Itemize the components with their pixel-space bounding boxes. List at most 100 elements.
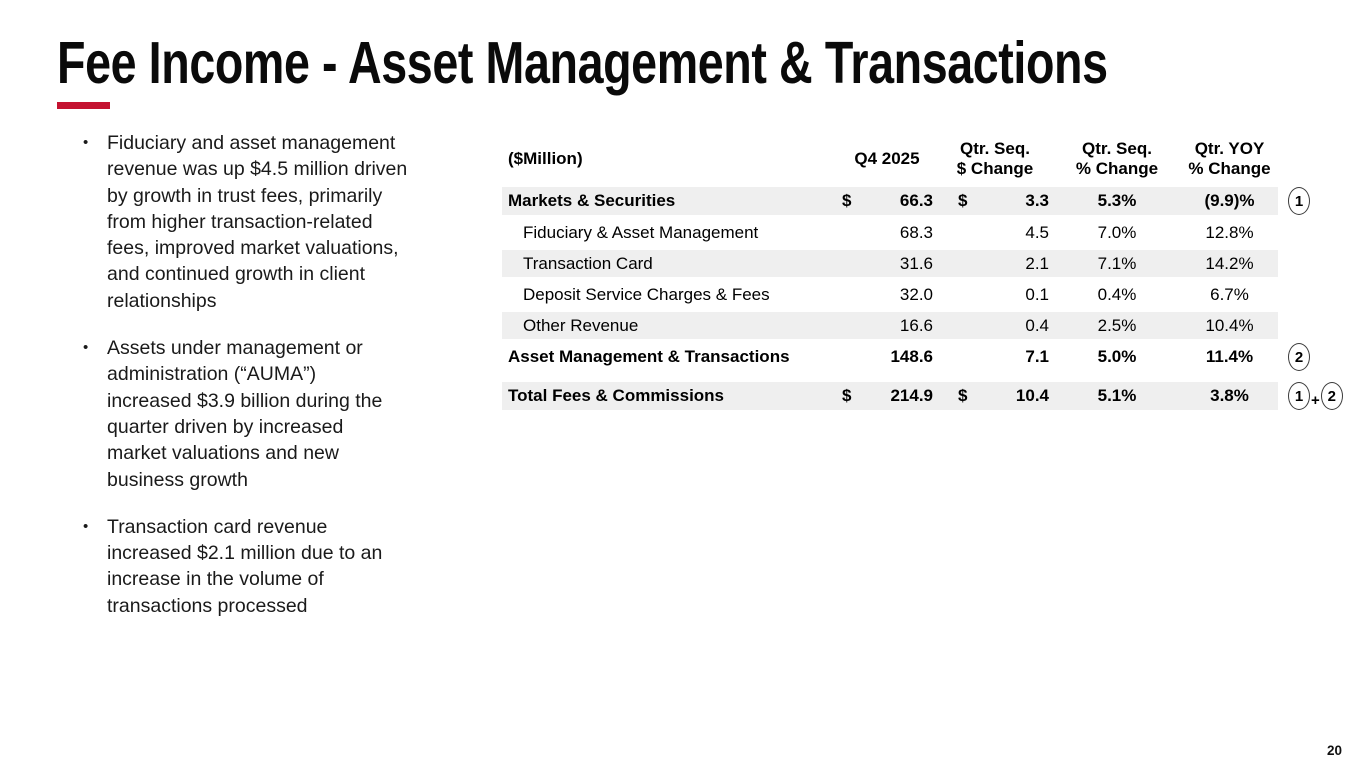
value-q4-2025: 214.9 [863,373,937,412]
value-yoy-pct-change: 12.8% [1181,217,1278,248]
dollar-sign-seq: $ [937,373,971,412]
bullet-line: increase in the volume of [107,568,324,591]
circled-number: 1 [1288,187,1310,215]
value-seq-dollar-change: 4.5 [971,217,1053,248]
bullet-line: increased $3.9 billion during the [107,389,383,412]
note-annotation: 1 [1278,185,1350,217]
value-q4-2025: 68.3 [863,217,937,248]
bullet-line: fees, improved market valuations, [107,237,399,260]
bullet-line: and continued growth in client [107,263,366,286]
bullet-line: quarter driven by increased [107,415,344,438]
value-seq-dollar-change: 0.1 [971,279,1053,310]
column-header-q4-2025: Q4 2025 [854,148,920,168]
circled-number: 2 [1320,382,1343,410]
table-body: Markets & Securities $66.3 $3.3 5.3% (9.9)% 1… [502,185,1350,412]
bullet-line: revenue was up $4.5 million driven [107,158,408,181]
value-seq-dollar-change: 2.1 [971,248,1053,279]
dollar-sign-seq: $ [937,185,971,217]
plus-sign: + [1311,391,1320,409]
page-title: Fee Income - Asset Management & Transact… [57,30,1108,96]
value-seq-pct-change: 7.0% [1053,217,1181,248]
table-row: Asset Management & Transactions 148.6 7.1 5… [502,341,1350,373]
note-annotation: 1 +2 [1278,373,1350,412]
value-q4-2025: 16.6 [863,310,937,341]
value-q4-2025: 148.6 [863,341,937,373]
column-header-notes [1278,133,1350,185]
row-label: Fiduciary & Asset Management [502,217,837,248]
bullet-line: increased $2.1 million due to an [107,542,383,565]
bullet-line: Fiduciary and asset management [107,132,396,154]
table-row: Total Fees & Commissions $214.9 $10.4 5.1% 3… [502,373,1350,412]
value-seq-dollar-change: 7.1 [971,341,1053,373]
value-seq-pct-change: 0.4% [1053,279,1181,310]
dollar-sign-q4 [837,341,863,373]
table-header-row: ($Million) Q4 2025 Qtr. Seq. $ Change Qtr… [502,133,1350,185]
table-row: Transaction Card 31.6 2.1 7.1% 14.2% [502,248,1350,279]
value-seq-dollar-change: 3.3 [971,185,1053,217]
note-annotation [1278,248,1350,279]
row-label: Other Revenue [502,310,837,341]
note-annotation [1278,310,1350,341]
dollar-sign-seq [937,217,971,248]
column-header-qtr-seq-dollar-change: Qtr. Seq. $ Change [956,138,1034,178]
row-label: Markets & Securities [502,185,837,217]
note-annotation: 2 [1278,341,1350,373]
fee-income-table: ($Million) Q4 2025 Qtr. Seq. $ Change Qtr… [502,133,1350,412]
bullet-item: Fiduciary and asset management revenue wa… [82,130,492,314]
note-annotation [1278,279,1350,310]
dollar-sign-q4 [837,279,863,310]
row-label: Transaction Card [502,248,837,279]
bullet-line: administration (“AUMA”) [107,363,317,386]
bullet-list: Fiduciary and asset management revenue wa… [82,130,492,640]
table-row: Deposit Service Charges & Fees 32.0 0.1 0.4… [502,279,1350,310]
value-seq-pct-change: 5.0% [1053,341,1181,373]
column-header-unit: ($Million) [508,149,583,168]
page-number: 20 [1326,743,1342,758]
table-row: Fiduciary & Asset Management 68.3 4.5 7.0% 1… [502,217,1350,248]
bullet-line: from higher transaction-related [107,210,373,233]
circled-number: 2 [1288,343,1310,371]
value-yoy-pct-change: 11.4% [1181,341,1278,373]
value-seq-pct-change: 5.1% [1053,373,1181,412]
dollar-sign-q4: $ [837,185,863,217]
value-q4-2025: 31.6 [863,248,937,279]
value-seq-dollar-change: 0.4 [971,310,1053,341]
table-row: Markets & Securities $66.3 $3.3 5.3% (9.9)% 1 [502,185,1350,217]
value-seq-dollar-change: 10.4 [971,373,1053,412]
bullet-line: Transaction card revenue [107,515,328,538]
column-header-qtr-seq-pct-change: Qtr. Seq.% Change [1075,138,1159,178]
bullet-line: relationships [107,289,217,312]
dollar-sign-seq [937,248,971,279]
note-annotation [1278,217,1350,248]
value-q4-2025: 66.3 [863,185,937,217]
dollar-sign-seq [937,310,971,341]
bullet-line: by growth in trust fees, primarily [107,184,383,207]
value-yoy-pct-change: 14.2% [1181,248,1278,279]
dollar-sign-seq [937,341,971,373]
bullet-line: transactions processed [107,594,308,617]
value-yoy-pct-change: 10.4% [1181,310,1278,341]
row-label: Deposit Service Charges & Fees [502,279,837,310]
bullet-line: market valuations and new [107,442,339,465]
bullet-line: business growth [107,468,248,491]
value-yoy-pct-change: 6.7% [1181,279,1278,310]
row-label: Asset Management & Transactions [502,341,837,373]
value-seq-pct-change: 2.5% [1053,310,1181,341]
title-accent-bar [57,102,110,109]
value-seq-pct-change: 7.1% [1053,248,1181,279]
dollar-sign-q4 [837,217,863,248]
dollar-sign-q4 [837,248,863,279]
circled-number: 1 [1288,382,1310,410]
value-seq-pct-change: 5.3% [1053,185,1181,217]
dollar-sign-q4 [837,310,863,341]
bullet-item: Transaction card revenue increased $2.1 m… [82,514,492,619]
dollar-sign-q4: $ [837,373,863,412]
value-q4-2025: 32.0 [863,279,937,310]
bullet-item: Assets under management or administration… [82,335,492,493]
value-yoy-pct-change: (9.9)% [1181,185,1278,217]
bullet-line: Assets under management or [107,337,363,360]
dollar-sign-seq [937,279,971,310]
value-yoy-pct-change: 3.8% [1181,373,1278,412]
table-row: Other Revenue 16.6 0.4 2.5% 10.4% [502,310,1350,341]
